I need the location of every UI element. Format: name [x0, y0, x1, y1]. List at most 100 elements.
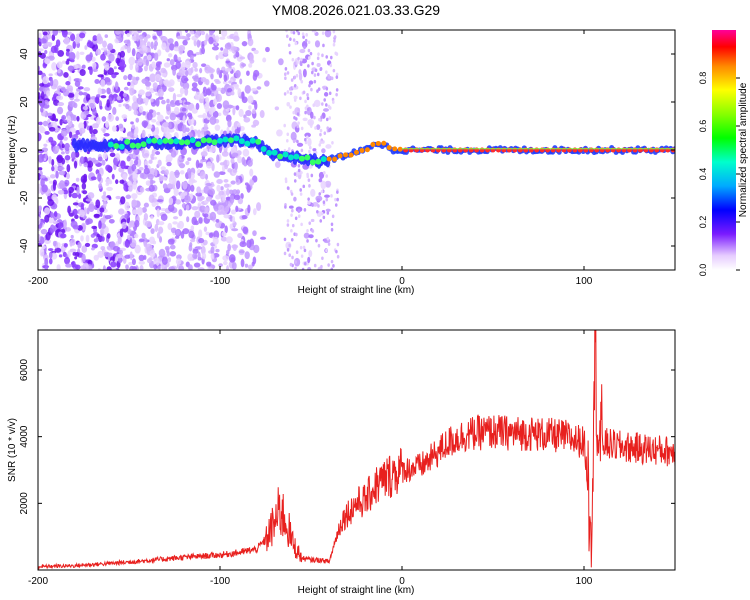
spectrogram-cell — [305, 135, 309, 140]
spectrogram-cell — [45, 231, 51, 241]
spectrogram-cell — [88, 203, 95, 213]
spectrogram-cell — [115, 116, 120, 122]
spectrogram-cell — [216, 184, 221, 192]
spectrogram-cell — [149, 236, 155, 245]
spectrogram-cell — [104, 34, 109, 38]
spectrogram-cell — [215, 248, 220, 253]
spectrogram-cell — [286, 219, 290, 223]
spectrogram-cell — [61, 143, 65, 149]
spectrogram-cell — [135, 76, 140, 81]
spectrogram-cell — [190, 225, 195, 231]
spectrogram-cell — [65, 81, 71, 86]
spectrogram-cell — [175, 199, 181, 205]
spectrogram-cell — [168, 197, 174, 205]
x-tick-label: -100 — [210, 276, 230, 287]
spectrogram-cell — [95, 199, 101, 209]
spectrogram-cell — [216, 67, 221, 75]
spectrogram-cell — [150, 98, 154, 103]
spectrogram-cell — [74, 256, 78, 260]
spectrogram-cell — [115, 57, 121, 64]
spectrogram-cell — [85, 198, 93, 202]
spectrogram-cell — [227, 119, 232, 128]
spectrogram-cell — [74, 63, 82, 69]
spectrogram-cell — [316, 209, 319, 214]
spectrogram-cell — [46, 90, 51, 97]
spectrogram-cell — [123, 86, 129, 91]
spectrogram-cell — [202, 148, 208, 152]
spectrogram-cell — [40, 178, 45, 188]
spectrogram-cell — [128, 262, 133, 266]
spectrogram-cell — [169, 112, 176, 121]
spectrogram-cell — [48, 43, 52, 48]
spectrogram-cell — [77, 86, 84, 90]
spectrogram-cell — [326, 211, 330, 215]
spectrogram-cell — [144, 152, 149, 157]
ridge-point — [348, 152, 354, 158]
spectrogram-cell — [43, 143, 48, 147]
spectrogram-cell — [325, 174, 329, 178]
x-tick-label: 0 — [399, 276, 405, 287]
spectrogram-cell — [89, 125, 93, 135]
spectrogram-cell — [316, 89, 319, 93]
ridge-point — [309, 159, 316, 166]
spectrogram-cell — [244, 84, 251, 94]
spectrogram-cell — [92, 129, 98, 135]
spectrogram-cell — [158, 236, 163, 243]
spectrogram-cell — [309, 51, 313, 56]
spectrogram-cell — [138, 166, 144, 171]
spectrogram-cell — [315, 195, 323, 202]
spectrogram-cell — [207, 267, 213, 270]
spectrogram-cell — [166, 98, 170, 104]
spectrogram-cell — [180, 192, 185, 200]
spectrogram-cell — [62, 189, 69, 195]
spectrogram-cell — [314, 68, 318, 73]
spectrogram-cell — [64, 142, 70, 152]
spectrogram-cell — [133, 233, 139, 239]
spectrogram-cell — [325, 117, 329, 122]
spectrogram-cell — [85, 54, 93, 62]
spectrogram-cell — [330, 194, 333, 198]
spectrogram-x-axis: -200 -100 0 100 — [28, 30, 593, 287]
spectrogram-cell — [139, 186, 145, 193]
spectrogram-cell — [131, 48, 136, 57]
spectrogram-cell — [44, 177, 48, 182]
spectrogram-cell — [115, 30, 122, 35]
spectrogram-cell — [297, 56, 300, 61]
spectrogram-cell — [322, 43, 325, 48]
spectrogram-cell — [168, 204, 175, 212]
spectrogram-cell — [304, 99, 307, 104]
spectrogram-cell — [218, 220, 222, 225]
ridge-point — [189, 137, 196, 144]
spectrogram-cell — [184, 30, 189, 34]
spectrogram-cell — [102, 152, 108, 160]
spectrogram-cell — [210, 145, 216, 153]
spectrogram-cell — [243, 117, 251, 123]
spectrogram-cell — [164, 169, 169, 176]
spectrogram-cell — [191, 216, 198, 226]
spectrogram-cell — [138, 89, 145, 96]
spectrogram-cell — [94, 96, 100, 104]
spectrogram-cell — [205, 33, 209, 42]
spectrogram-cell — [176, 72, 183, 76]
spectrogram-cell — [174, 169, 180, 179]
spectrogram-cell — [126, 155, 131, 162]
spectrogram-cell — [321, 148, 326, 154]
spectrogram-cell — [82, 190, 88, 195]
spectrogram-cell — [148, 159, 153, 164]
spectrogram-cell — [38, 121, 43, 126]
spectrogram-cell — [189, 54, 194, 60]
y-tick-label: 6000 — [19, 358, 30, 381]
spectrogram-cell — [100, 246, 106, 251]
spectrogram-cell — [138, 105, 144, 113]
spectrogram-cell — [169, 43, 175, 51]
spectrogram-cell — [190, 184, 195, 192]
spectrogram-cell — [294, 216, 298, 221]
spectrogram-cell — [127, 81, 131, 86]
spectrogram-cell — [328, 116, 332, 120]
spectrogram-cell — [132, 154, 137, 159]
spectrogram-cell — [42, 31, 48, 36]
spectrogram-cell — [330, 259, 334, 264]
spectrogram-cell — [50, 211, 54, 218]
spectrogram-cell — [67, 65, 75, 72]
spectrogram-cell — [53, 164, 58, 173]
